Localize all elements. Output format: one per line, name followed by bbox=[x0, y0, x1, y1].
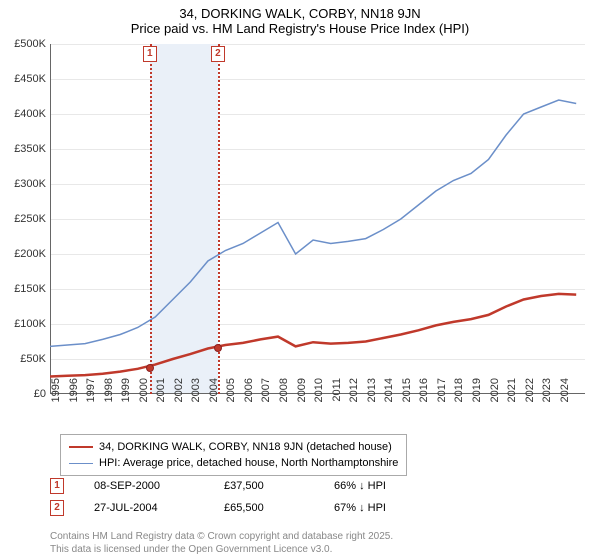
x-tick-label: 2004 bbox=[208, 378, 220, 418]
y-tick-label: £250K bbox=[0, 213, 50, 225]
x-tick-label: 2009 bbox=[296, 378, 308, 418]
x-tick-label: 2005 bbox=[225, 378, 237, 418]
sale-tag: 2 bbox=[50, 500, 64, 516]
x-tick-label: 2019 bbox=[471, 378, 483, 418]
sale-diff: 66% ↓ HPI bbox=[334, 480, 386, 492]
x-tick-label: 2001 bbox=[155, 378, 167, 418]
line-chart-svg bbox=[50, 44, 585, 394]
x-tick-label: 1997 bbox=[85, 378, 97, 418]
sale-diff: 67% ↓ HPI bbox=[334, 502, 386, 514]
x-tick-label: 2007 bbox=[260, 378, 272, 418]
x-tick-label: 1996 bbox=[68, 378, 80, 418]
footer-attribution: Contains HM Land Registry data © Crown c… bbox=[50, 530, 393, 556]
legend-box: 34, DORKING WALK, CORBY, NN18 9JN (detac… bbox=[60, 434, 407, 476]
y-tick-label: £500K bbox=[0, 38, 50, 50]
x-tick-label: 1998 bbox=[103, 378, 115, 418]
x-tick-label: 1995 bbox=[50, 378, 62, 418]
x-tick-label: 2006 bbox=[243, 378, 255, 418]
x-tick-label: 2020 bbox=[489, 378, 501, 418]
y-tick-label: £100K bbox=[0, 318, 50, 330]
legend-label-property: 34, DORKING WALK, CORBY, NN18 9JN (detac… bbox=[99, 441, 392, 453]
x-tick-label: 2018 bbox=[453, 378, 465, 418]
x-tick-label: 2022 bbox=[524, 378, 536, 418]
x-tick-label: 2021 bbox=[506, 378, 518, 418]
x-tick-label: 2010 bbox=[313, 378, 325, 418]
x-tick-label: 2023 bbox=[541, 378, 553, 418]
y-tick-label: £450K bbox=[0, 73, 50, 85]
footer-line2: This data is licensed under the Open Gov… bbox=[50, 543, 393, 556]
sale-price: £65,500 bbox=[224, 502, 304, 514]
footer-line1: Contains HM Land Registry data © Crown c… bbox=[50, 530, 393, 543]
x-tick-label: 2002 bbox=[173, 378, 185, 418]
sale-date: 08-SEP-2000 bbox=[94, 480, 194, 492]
x-tick-label: 2012 bbox=[348, 378, 360, 418]
marker-tag: 1 bbox=[143, 46, 157, 62]
chart-container: 34, DORKING WALK, CORBY, NN18 9JN Price … bbox=[0, 0, 600, 560]
legend-swatch-property bbox=[69, 446, 93, 448]
legend-swatch-hpi bbox=[69, 463, 93, 464]
sale-row: 2 27-JUL-2004 £65,500 67% ↓ HPI bbox=[50, 500, 386, 516]
title-line1: 34, DORKING WALK, CORBY, NN18 9JN bbox=[0, 0, 600, 21]
y-tick-label: £350K bbox=[0, 143, 50, 155]
legend-item-property: 34, DORKING WALK, CORBY, NN18 9JN (detac… bbox=[69, 439, 398, 455]
x-tick-label: 2008 bbox=[278, 378, 290, 418]
y-tick-label: £300K bbox=[0, 178, 50, 190]
marker-tag: 2 bbox=[211, 46, 225, 62]
y-tick-label: £50K bbox=[0, 353, 50, 365]
title-line2: Price paid vs. HM Land Registry's House … bbox=[0, 21, 600, 40]
legend-label-hpi: HPI: Average price, detached house, Nort… bbox=[99, 457, 398, 469]
y-tick-label: £150K bbox=[0, 283, 50, 295]
x-tick-label: 2014 bbox=[383, 378, 395, 418]
y-tick-label: £0 bbox=[0, 388, 50, 400]
x-tick-label: 2016 bbox=[418, 378, 430, 418]
x-tick-label: 2011 bbox=[331, 378, 343, 418]
x-tick-label: 2015 bbox=[401, 378, 413, 418]
sale-row: 1 08-SEP-2000 £37,500 66% ↓ HPI bbox=[50, 478, 386, 494]
x-tick-label: 2003 bbox=[190, 378, 202, 418]
x-tick-label: 1999 bbox=[120, 378, 132, 418]
x-tick-label: 2017 bbox=[436, 378, 448, 418]
sale-price: £37,500 bbox=[224, 480, 304, 492]
sale-tag: 1 bbox=[50, 478, 64, 494]
x-tick-label: 2013 bbox=[366, 378, 378, 418]
legend-item-hpi: HPI: Average price, detached house, Nort… bbox=[69, 455, 398, 471]
sale-date: 27-JUL-2004 bbox=[94, 502, 194, 514]
y-tick-label: £400K bbox=[0, 108, 50, 120]
x-tick-label: 2000 bbox=[138, 378, 150, 418]
x-tick-label: 2024 bbox=[559, 378, 571, 418]
y-tick-label: £200K bbox=[0, 248, 50, 260]
